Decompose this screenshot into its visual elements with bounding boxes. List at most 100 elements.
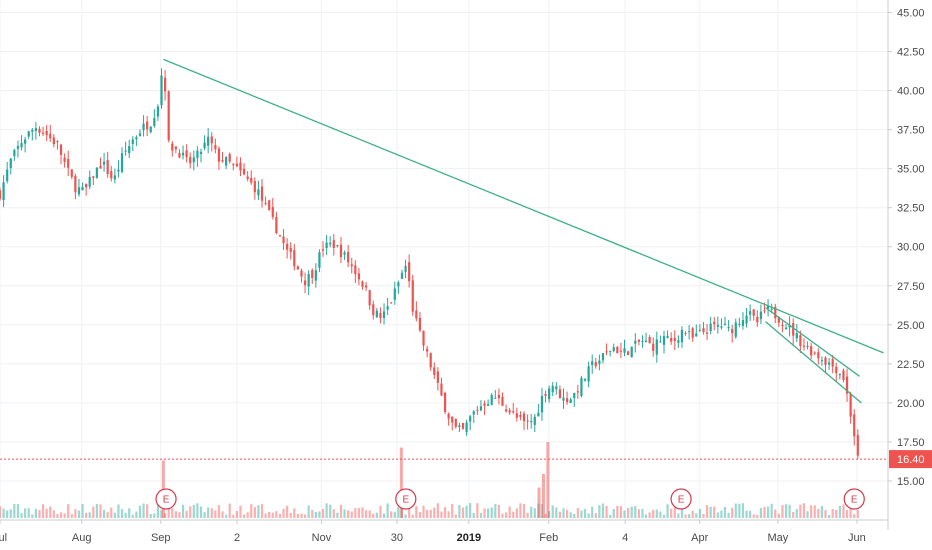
volume-bar — [210, 508, 213, 518]
candle-body — [784, 327, 788, 330]
candle-body — [293, 250, 296, 267]
candle-body — [400, 272, 404, 279]
candle-body — [806, 346, 809, 348]
volume-bar — [713, 506, 716, 518]
volume-bar — [6, 510, 9, 518]
volume-bar — [630, 506, 633, 518]
candle-body — [501, 396, 504, 406]
volume-spike — [399, 447, 403, 518]
volume-bar — [853, 514, 856, 518]
candle-body — [490, 395, 493, 405]
candle-body — [447, 413, 450, 419]
candle-body — [723, 323, 727, 325]
candle-body — [454, 419, 457, 427]
candle-body — [515, 413, 518, 418]
candle-body — [418, 317, 422, 331]
volume-bar — [314, 512, 317, 518]
candle-body — [167, 91, 170, 141]
candle-body — [565, 398, 569, 403]
candle-body — [831, 359, 834, 367]
volume-bar — [286, 505, 289, 518]
candle-body — [483, 403, 486, 406]
volume-bar — [716, 512, 719, 518]
volume-bar — [530, 506, 533, 518]
volume-bar — [214, 510, 217, 518]
volume-bar — [0, 506, 2, 518]
volume-bar — [605, 505, 608, 518]
x-tick-label: Nov — [312, 532, 332, 544]
volume-bar — [45, 508, 48, 518]
volume-bar — [522, 503, 526, 518]
x-tick-label: Apr — [691, 532, 708, 544]
y-axis-ticks: 15.00 17.50 20.00 22.50 25.00 27.50 30.00 32.50… — [888, 7, 925, 488]
candle-body — [623, 348, 626, 353]
candle-body — [63, 157, 66, 163]
volume-bar — [393, 512, 396, 518]
volume-bar — [77, 510, 81, 518]
volume-bar — [185, 510, 188, 518]
candle-body — [332, 240, 335, 248]
volume-bar — [99, 504, 102, 518]
trend-lines[interactable] — [163, 58, 884, 404]
candle-body — [548, 388, 551, 400]
volume-bar — [616, 505, 619, 518]
volume-bar — [271, 512, 274, 518]
trendline — [765, 307, 860, 377]
candle-body — [275, 217, 278, 234]
candle-body — [734, 322, 737, 337]
candle-body — [88, 176, 91, 187]
candle-body — [27, 131, 30, 137]
volume-bar — [576, 508, 579, 518]
candle-body — [393, 288, 396, 300]
candle-body — [583, 378, 587, 381]
candle-body — [146, 121, 149, 130]
candle-body — [616, 347, 619, 354]
volume-bar — [512, 511, 515, 518]
volume-bar — [325, 503, 328, 518]
candle-body — [408, 262, 411, 282]
candle-body — [128, 145, 131, 154]
candle-body — [817, 352, 820, 359]
candle-body — [562, 397, 565, 401]
volume-bar — [156, 503, 160, 518]
volume-bar — [181, 504, 185, 518]
y-tick-label: 25.00 — [897, 320, 925, 332]
earnings-marker-icon — [670, 488, 692, 510]
candle-body — [321, 249, 325, 251]
volume-bar — [749, 510, 752, 518]
candle-body — [124, 150, 127, 152]
candle-body — [372, 304, 375, 316]
candle-body — [648, 336, 651, 344]
candlestick-series — [0, 68, 859, 459]
volume-bar — [626, 508, 630, 518]
candle-body — [6, 169, 9, 182]
earnings-marker-label: E — [402, 495, 409, 506]
candle-body — [404, 266, 407, 272]
x-tick-label: 2 — [234, 532, 240, 544]
candle-body — [81, 187, 84, 191]
volume-bar — [171, 508, 174, 518]
volume-bar — [361, 507, 364, 518]
earnings-marker-icon — [155, 488, 177, 510]
candle-body — [34, 128, 38, 132]
candle-body — [153, 117, 156, 126]
candle-body — [530, 421, 533, 423]
volume-bar — [569, 512, 572, 518]
volume-bar — [239, 505, 242, 518]
volume-bar — [440, 511, 443, 518]
candle-body — [526, 420, 529, 422]
candle-body — [594, 362, 597, 367]
volume-bar — [350, 511, 353, 518]
candle-body — [824, 357, 827, 365]
candle-body — [845, 376, 849, 394]
candle-body — [716, 324, 719, 327]
candle-body — [472, 411, 475, 415]
earnings-marker-label: E — [163, 495, 170, 506]
candle-body — [278, 235, 282, 237]
candle-body — [691, 328, 694, 338]
volume-bar — [203, 512, 206, 518]
candle-body — [242, 168, 246, 175]
candle-body — [196, 150, 199, 158]
